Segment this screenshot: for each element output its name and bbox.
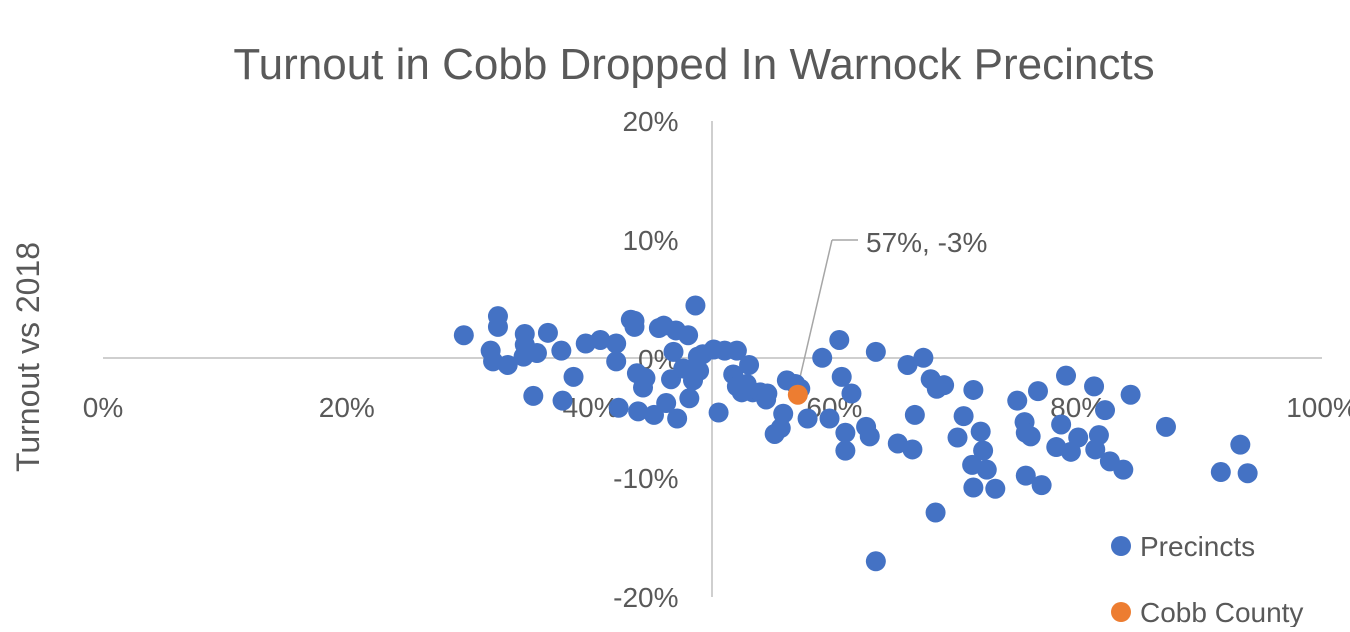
precincts-point xyxy=(628,401,649,422)
precincts-point xyxy=(947,427,968,448)
precincts-point xyxy=(606,333,627,354)
x-tick-label: 100% xyxy=(1286,392,1350,423)
precincts-point xyxy=(1095,400,1116,421)
legend-label-precincts: Precincts xyxy=(1140,531,1255,562)
precincts-point xyxy=(963,477,984,498)
precincts-point xyxy=(835,422,856,443)
precincts-point xyxy=(976,459,997,480)
precincts-point xyxy=(1068,427,1089,448)
precincts-point xyxy=(1015,465,1036,486)
precincts-point xyxy=(829,329,850,350)
precincts-point xyxy=(624,316,645,337)
legend-marker-precincts xyxy=(1111,536,1131,556)
precincts-point xyxy=(970,421,991,442)
precincts-point xyxy=(1155,416,1176,437)
precincts-point xyxy=(685,295,706,316)
precincts-point xyxy=(934,375,955,396)
y-axis-title: Turnout vs 2018 xyxy=(10,242,46,472)
precincts-point xyxy=(797,408,818,429)
precincts-point xyxy=(656,393,677,414)
precincts-point xyxy=(487,316,508,337)
precincts-point xyxy=(552,390,573,411)
chart-title: Turnout in Cobb Dropped In Warnock Preci… xyxy=(233,40,1154,89)
precincts-point xyxy=(835,440,856,461)
precincts-point xyxy=(453,325,474,346)
precincts-point xyxy=(902,439,923,460)
precincts-point xyxy=(679,388,700,409)
precincts-point xyxy=(1031,475,1052,496)
precincts-point xyxy=(757,383,778,404)
precincts-point xyxy=(663,341,684,362)
precincts-point xyxy=(1120,384,1141,405)
y-tick-label: -10% xyxy=(613,463,678,494)
precincts-point xyxy=(897,354,918,375)
precincts-point xyxy=(1027,381,1048,402)
precincts-point xyxy=(812,347,833,368)
y-tick-label: 10% xyxy=(622,225,678,256)
x-tick-label: 0% xyxy=(83,392,123,423)
precincts-point xyxy=(678,325,699,346)
precincts-point xyxy=(608,397,629,418)
annotation-leader-line xyxy=(797,239,833,387)
precincts-point xyxy=(667,408,688,429)
x-tick-label: 20% xyxy=(319,392,375,423)
precincts-point xyxy=(773,403,794,424)
precincts-point xyxy=(953,406,974,427)
cobb-county-point xyxy=(787,384,808,405)
precincts-point xyxy=(1056,365,1077,386)
precincts-point xyxy=(523,385,544,406)
annotation-label: 57%, -3% xyxy=(866,227,987,258)
precincts-point xyxy=(1020,426,1041,447)
precincts-point xyxy=(865,551,886,572)
precincts-point xyxy=(841,383,862,404)
precincts-point xyxy=(537,322,558,343)
precincts-point xyxy=(726,340,747,361)
precincts-point xyxy=(635,368,656,389)
precincts-point xyxy=(1084,376,1105,397)
precincts-point xyxy=(819,408,840,429)
precincts-point xyxy=(865,341,886,362)
y-tick-label: -20% xyxy=(613,582,678,613)
precincts-point xyxy=(590,329,611,350)
precincts-point xyxy=(708,402,729,423)
precincts-point xyxy=(925,502,946,523)
precincts-point xyxy=(1210,462,1231,483)
precincts-point xyxy=(606,351,627,372)
legend-marker-cobb-county xyxy=(1111,602,1131,622)
precincts-point xyxy=(739,354,760,375)
precincts-point xyxy=(859,426,880,447)
precincts-point xyxy=(551,340,572,361)
precincts-point xyxy=(1113,459,1134,480)
precincts-point xyxy=(526,343,547,364)
legend: Precincts Cobb County xyxy=(1111,531,1303,628)
precincts-point xyxy=(985,478,1006,499)
data-points xyxy=(453,295,1258,572)
precincts-point xyxy=(1007,390,1028,411)
precincts-point xyxy=(904,404,925,425)
y-tick-label: 20% xyxy=(622,106,678,137)
precincts-point xyxy=(973,440,994,461)
legend-label-cobb-county: Cobb County xyxy=(1140,597,1303,627)
precincts-point xyxy=(497,354,518,375)
precincts-point xyxy=(1051,414,1072,435)
precincts-point xyxy=(1237,463,1258,484)
precincts-point xyxy=(563,366,584,387)
precincts-point xyxy=(689,360,710,381)
precincts-point xyxy=(1230,434,1251,455)
precincts-point xyxy=(913,347,934,368)
precincts-point xyxy=(831,366,852,387)
precincts-point xyxy=(1088,425,1109,446)
precincts-point xyxy=(963,379,984,400)
